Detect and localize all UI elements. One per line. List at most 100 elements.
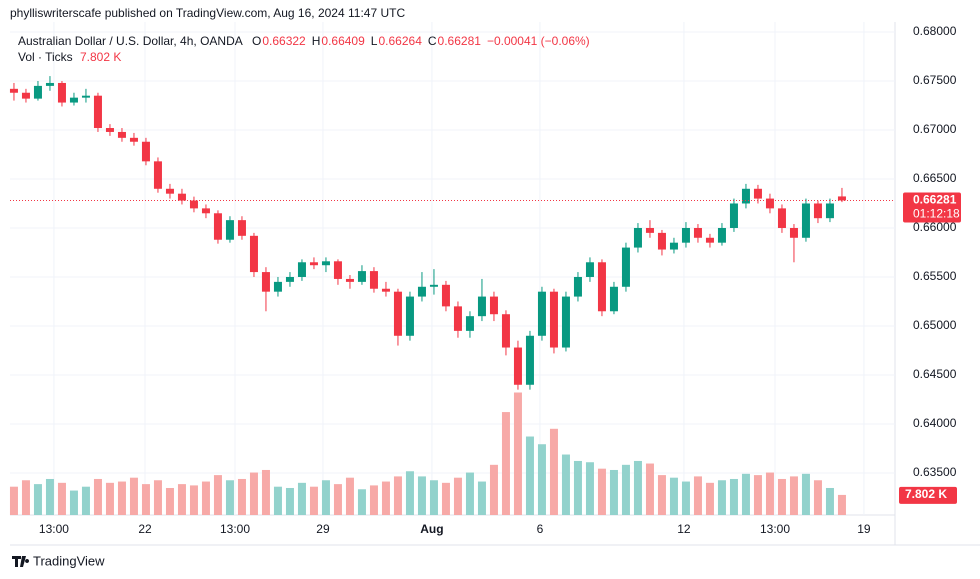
volume-bar	[537, 444, 546, 515]
ohlc-value: 0.66322	[262, 34, 306, 48]
ohlc-letter: H	[312, 34, 321, 48]
candle-body	[837, 196, 846, 201]
candle-body	[753, 188, 762, 199]
y-tick-label: 0.66000	[913, 220, 957, 234]
candle-body	[789, 227, 798, 238]
candle-body	[669, 242, 678, 250]
volume-bar	[741, 473, 750, 515]
x-tick-label: 6	[537, 522, 544, 536]
volume-bar	[597, 468, 606, 515]
volume-bar	[249, 472, 258, 515]
change: −0.00041 (−0.06%)	[487, 34, 590, 48]
volume-bar	[273, 486, 282, 515]
candle-body	[321, 261, 330, 266]
volume-bar	[777, 478, 786, 515]
volume-bar	[657, 475, 666, 515]
volume-bar	[681, 481, 690, 515]
volume-bar	[189, 485, 198, 515]
candle-body	[249, 235, 258, 273]
candle-body	[33, 85, 42, 99]
x-tick-label: 29	[316, 522, 330, 536]
volume-bar	[345, 477, 354, 515]
volume-bar	[165, 487, 174, 515]
volume-bar	[789, 476, 798, 515]
candle-body	[729, 203, 738, 228]
candle-body	[105, 128, 114, 132]
volume-bar	[693, 476, 702, 515]
candle-body	[225, 220, 234, 240]
candle-body	[717, 227, 726, 243]
volume-bar	[501, 412, 510, 515]
volume-bar	[21, 480, 30, 515]
candle-body	[777, 208, 786, 228]
candle-body	[69, 97, 78, 103]
candle-body	[417, 286, 426, 297]
candle-body	[645, 227, 654, 233]
y-tick-label: 0.68000	[913, 24, 957, 38]
x-tick-label: 12	[677, 522, 691, 536]
candle-body	[597, 262, 606, 312]
y-tick-label: 0.67500	[913, 73, 957, 87]
volume-bar	[609, 469, 618, 515]
candle-body	[345, 278, 354, 282]
candle-body	[501, 314, 510, 348]
volume-bar	[57, 482, 66, 515]
candle-body	[453, 306, 462, 331]
candle-body	[741, 188, 750, 204]
candle-body	[261, 272, 270, 292]
volume-bar	[441, 482, 450, 515]
volume-bar	[333, 484, 342, 515]
y-tick-label: 0.63500	[913, 465, 957, 479]
volume-bar	[237, 478, 246, 515]
x-tick-label: 13:00	[760, 522, 790, 536]
volume-bar	[621, 464, 630, 515]
volume-bar	[705, 482, 714, 515]
volume-bar	[477, 481, 486, 515]
volume-bar	[81, 486, 90, 515]
volume-bar	[729, 478, 738, 515]
symbol: Australian Dollar / U.S. Dollar, 4h, OAN…	[18, 34, 243, 48]
volume-bar	[717, 480, 726, 515]
candle-body	[309, 262, 318, 266]
candle-body	[141, 141, 150, 162]
candle-body	[333, 261, 342, 279]
volume-bar	[321, 480, 330, 515]
y-tick-label: 0.64500	[913, 367, 957, 381]
candle-body	[513, 347, 522, 385]
volume-bar	[381, 481, 390, 515]
volume-bar	[813, 480, 822, 515]
volume-bar	[201, 481, 210, 515]
candle-body	[477, 296, 486, 317]
volume-bar	[645, 463, 654, 515]
volume-bar	[405, 471, 414, 515]
candle-body	[585, 262, 594, 277]
volume-bar	[837, 494, 846, 515]
candle-body	[165, 188, 174, 194]
ohlc-letter: L	[371, 34, 378, 48]
y-tick-label: 0.65000	[913, 318, 957, 332]
candle-body	[237, 220, 246, 236]
x-tick-label: Aug	[420, 522, 443, 536]
volume-bar	[669, 477, 678, 515]
volume-bar	[309, 486, 318, 515]
candle-body	[153, 161, 162, 189]
y-tick-label: 0.64000	[913, 416, 957, 430]
volume-bar	[45, 478, 54, 515]
candle-body	[621, 247, 630, 287]
volume-label: 7.802 K	[905, 487, 947, 501]
volume-bar	[129, 477, 138, 515]
volume-bar	[261, 469, 270, 515]
candle-body	[81, 95, 90, 98]
candle-body	[525, 335, 534, 385]
volume-bar	[453, 477, 462, 515]
volume-bar	[417, 476, 426, 515]
candle-body	[177, 193, 186, 201]
volume-bar	[33, 484, 42, 515]
volume-title: Vol · Ticks	[18, 50, 73, 64]
candle-body	[21, 92, 30, 99]
volume-bar	[369, 485, 378, 515]
candle-body	[537, 291, 546, 336]
candle-body	[549, 291, 558, 348]
candle-body	[117, 131, 126, 138]
